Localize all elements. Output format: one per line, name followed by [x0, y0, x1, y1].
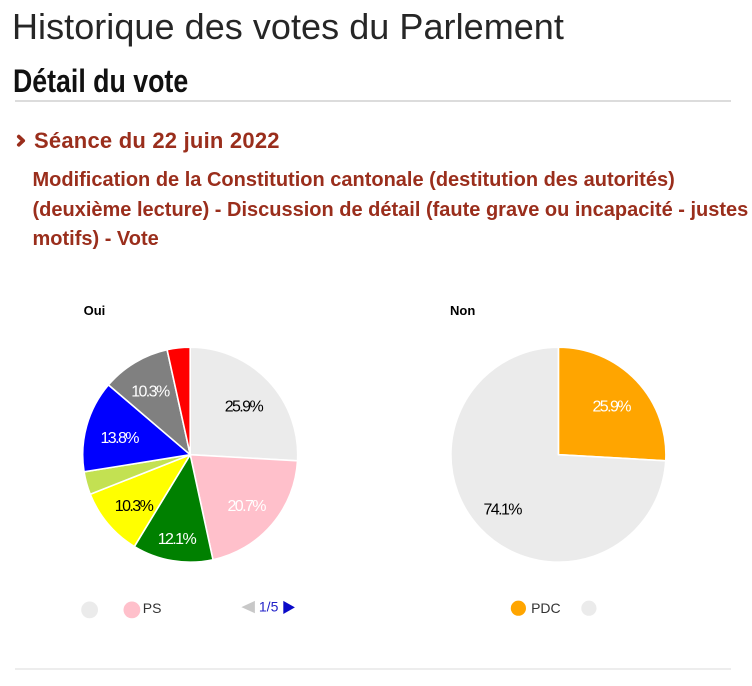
- svg-text:10.3%: 10.3%: [131, 384, 170, 401]
- svg-text:PDC: PDC: [531, 600, 561, 616]
- svg-text:74.1%: 74.1%: [484, 502, 523, 519]
- svg-text:PS: PS: [143, 600, 162, 616]
- svg-text:13.8%: 13.8%: [101, 430, 140, 447]
- svg-text:10.3%: 10.3%: [115, 498, 154, 515]
- svg-text:Oui: Oui: [84, 303, 106, 318]
- svg-text:Non: Non: [450, 303, 475, 318]
- svg-text:1/5: 1/5: [259, 599, 279, 615]
- svg-text:25.9%: 25.9%: [225, 398, 264, 415]
- svg-text:25.9%: 25.9%: [593, 399, 632, 416]
- svg-text:12.1%: 12.1%: [158, 531, 197, 548]
- svg-text:20.7%: 20.7%: [228, 498, 267, 515]
